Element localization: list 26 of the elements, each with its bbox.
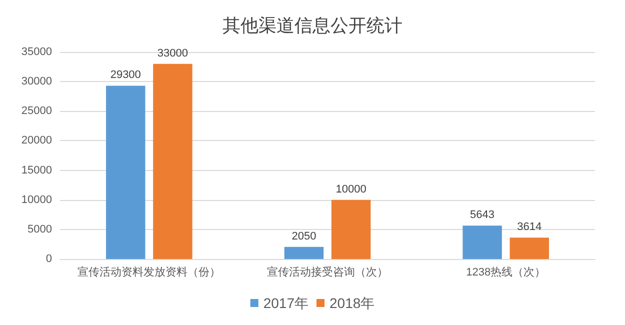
chart-title: 其他渠道信息公开统计 [222, 16, 402, 36]
y-tick-label: 35000 [21, 46, 52, 58]
data-label: 33000 [157, 47, 188, 60]
y-tick-label: 10000 [21, 194, 52, 206]
legend-label: 2017年 [263, 295, 309, 311]
legend-label: 2018年 [330, 295, 375, 311]
data-label: 10000 [336, 183, 366, 196]
data-label: 2050 [292, 230, 316, 242]
bar [510, 238, 549, 259]
bar [106, 86, 146, 259]
data-label: 5643 [470, 209, 495, 222]
x-tick-label: 1238热线（次） [466, 266, 546, 278]
y-tick-label: 25000 [21, 105, 52, 118]
bar [462, 226, 502, 259]
y-tick-label: 0 [46, 253, 52, 265]
data-label: 29300 [110, 69, 141, 82]
bar [284, 246, 324, 259]
y-tick-label: 15000 [21, 164, 52, 176]
data-label: 3614 [517, 221, 542, 234]
y-tick-label: 30000 [21, 76, 52, 88]
y-tick-label: 5000 [28, 223, 52, 236]
bar [153, 64, 192, 259]
x-tick-label: 宣传活动接受咨询（次） [267, 266, 388, 278]
x-tick-label: 宣传活动资料发放资料（份） [78, 266, 221, 278]
y-tick-label: 20000 [21, 134, 52, 147]
bar [331, 200, 371, 259]
